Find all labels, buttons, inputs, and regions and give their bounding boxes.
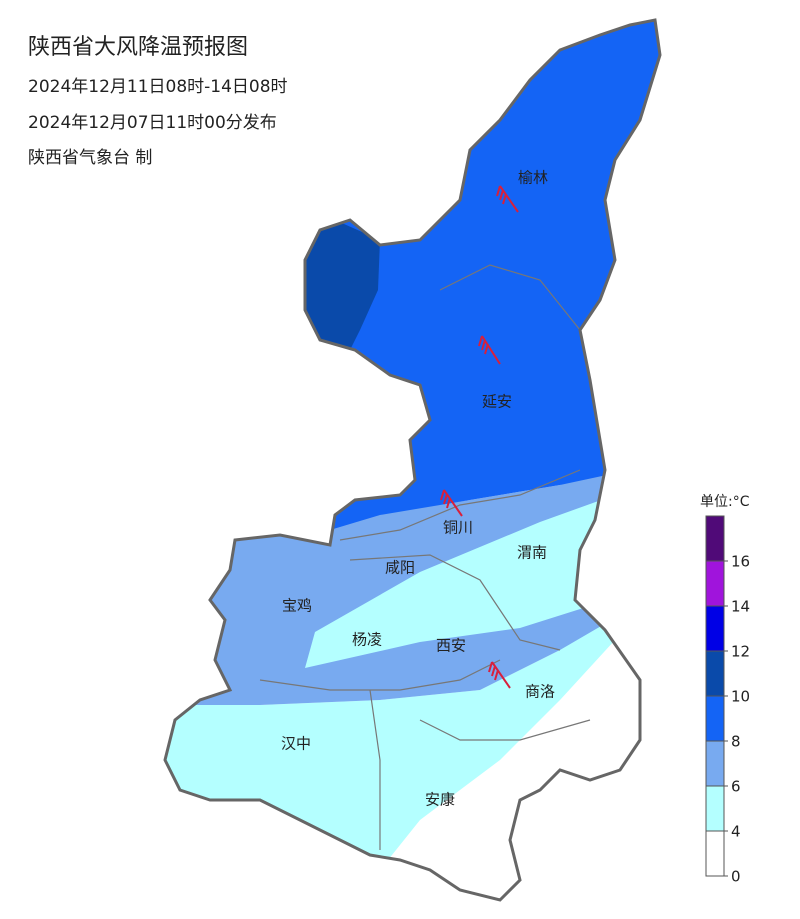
period: 2024年12月11日08时-14日08时 xyxy=(28,77,288,97)
legend-tick-label: 16 xyxy=(731,553,750,571)
city-label: 渭南 xyxy=(517,544,547,562)
legend-title: 单位:°C xyxy=(700,494,750,510)
agency: 陕西省气象台 制 xyxy=(28,148,152,168)
city-label: 榆林 xyxy=(518,169,548,187)
city-label: 汉中 xyxy=(281,735,311,753)
legend-tick-label: 12 xyxy=(731,643,750,661)
legend-tick-label: 14 xyxy=(731,598,750,616)
legend-swatch xyxy=(705,785,725,832)
city-label: 铜川 xyxy=(443,519,473,537)
legend-tick-label: 10 xyxy=(731,688,750,706)
legend-tick-label: 8 xyxy=(731,733,741,751)
district-borders xyxy=(259,264,591,850)
title: 陕西省大风降温预报图 xyxy=(28,35,248,60)
city-label: 杨凌 xyxy=(352,631,382,649)
legend-tick-label: 4 xyxy=(731,823,741,841)
legend-swatch xyxy=(705,650,725,697)
city-label: 安康 xyxy=(425,791,455,809)
wind-barbs xyxy=(440,185,519,689)
legend-tick-label: 0 xyxy=(731,868,741,886)
legend-swatch xyxy=(705,560,725,607)
legend-swatch xyxy=(705,515,725,562)
legend-swatch xyxy=(705,605,725,652)
legend-swatch xyxy=(705,830,725,877)
legend-swatch xyxy=(705,740,725,787)
legend-tick-label: 6 xyxy=(731,778,741,796)
legend-swatch xyxy=(705,695,725,742)
city-label: 宝鸡 xyxy=(282,597,312,615)
city-label: 咸阳 xyxy=(385,559,415,577)
issued: 2024年12月07日11时00分发布 xyxy=(28,113,277,133)
city-label: 商洛 xyxy=(525,683,555,701)
legend: 单位:°C 0 4 6 8 10 12 14 16 xyxy=(700,494,750,886)
city-label: 西安 xyxy=(436,637,466,655)
city-label: 延安 xyxy=(482,393,512,411)
